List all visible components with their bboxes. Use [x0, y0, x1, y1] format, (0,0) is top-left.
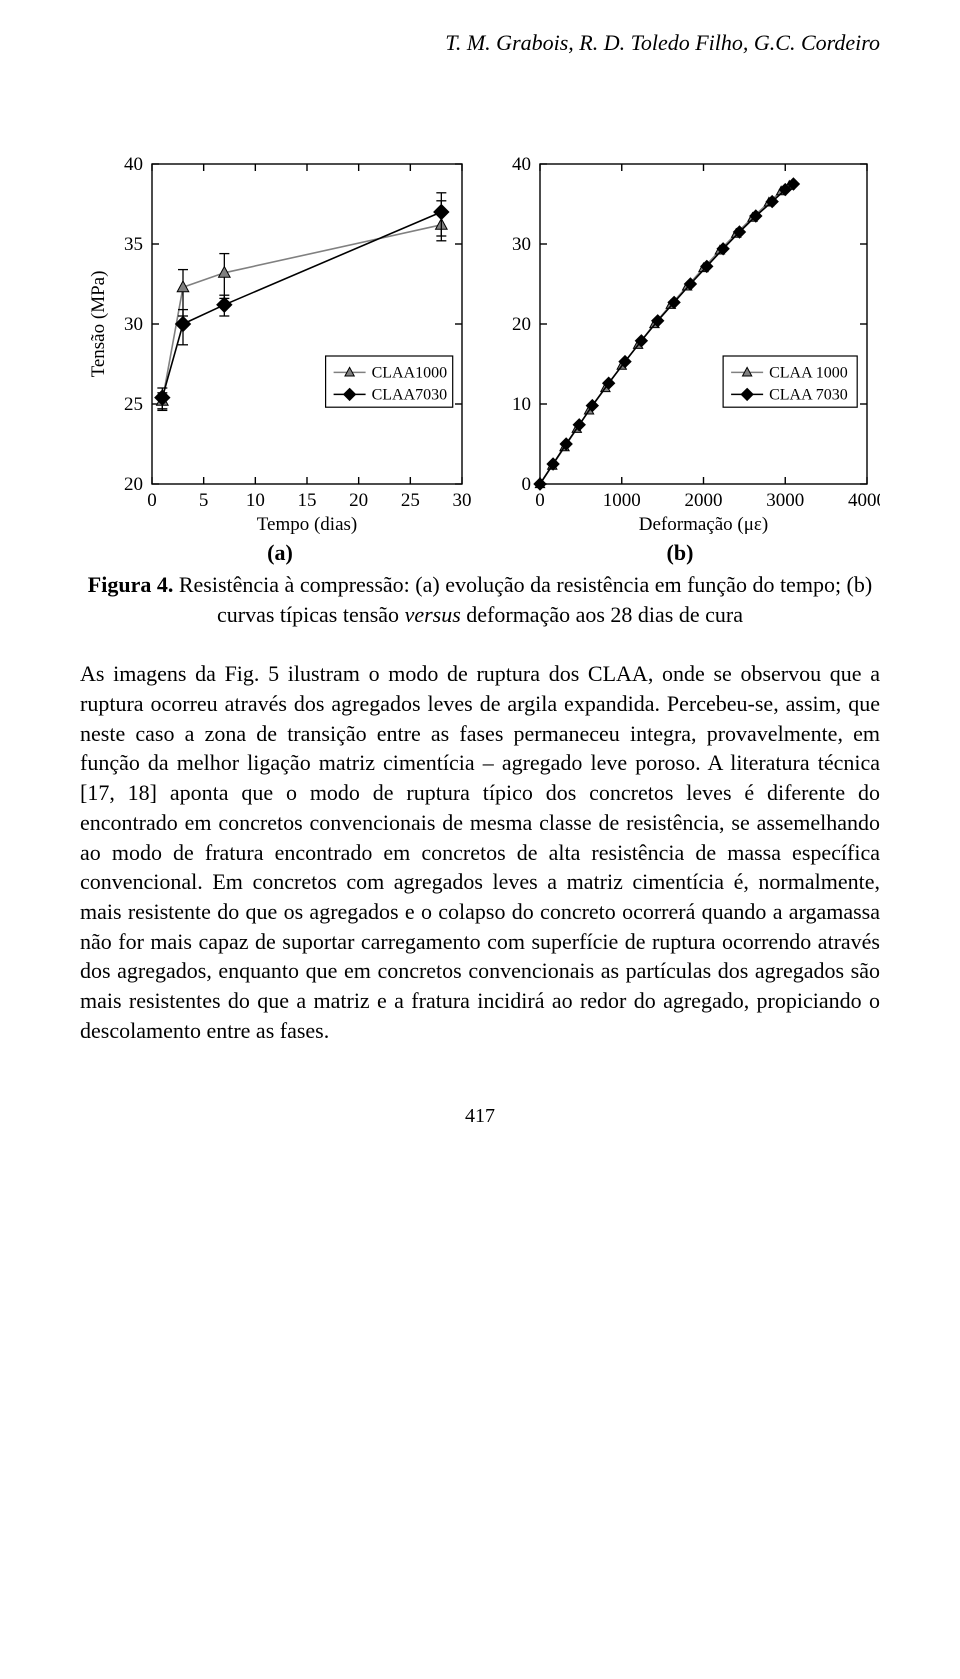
svg-text:30: 30 — [453, 490, 472, 511]
svg-text:40: 40 — [124, 154, 143, 175]
subfigure-labels: (a) (b) — [80, 540, 880, 566]
figure-caption: Figura 4. Resistência à compressão: (a) … — [80, 570, 880, 629]
charts-row: 0 5 10 15 20 25 30 20 25 30 35 40 Tempo (dias) Tensão… — [80, 146, 880, 536]
svg-text:20: 20 — [124, 474, 143, 495]
chart-a: 0 5 10 15 20 25 30 20 25 30 35 40 Tempo (dias) Tensão… — [80, 146, 475, 536]
svg-text:Tempo (dias): Tempo (dias) — [257, 514, 358, 535]
svg-text:CLAA7030: CLAA7030 — [372, 386, 448, 403]
svg-text:4000: 4000 — [848, 490, 880, 511]
label-b: (b) — [480, 540, 880, 566]
svg-text:0: 0 — [535, 490, 545, 511]
chart-b: 0 1000 2000 3000 4000 0 10 20 30 40 Deformação (με… — [485, 146, 880, 536]
caption-text-after: deformação aos 28 dias de cura — [461, 602, 743, 627]
chart-b-svg: 0 1000 2000 3000 4000 0 10 20 30 40 Deformação (με… — [485, 146, 880, 536]
label-a: (a) — [80, 540, 480, 566]
svg-text:CLAA 7030: CLAA 7030 — [769, 386, 848, 403]
svg-text:CLAA 1000: CLAA 1000 — [769, 364, 848, 381]
svg-text:2000: 2000 — [685, 490, 723, 511]
svg-text:10: 10 — [246, 490, 265, 511]
svg-text:0: 0 — [147, 490, 157, 511]
svg-text:20: 20 — [512, 314, 531, 335]
svg-text:40: 40 — [512, 154, 531, 175]
svg-text:0: 0 — [522, 474, 532, 495]
body-paragraph: As imagens da Fig. 5 ilustram o modo de … — [80, 659, 880, 1045]
svg-text:30: 30 — [512, 234, 531, 255]
svg-text:15: 15 — [298, 490, 317, 511]
svg-text:3000: 3000 — [766, 490, 804, 511]
svg-text:10: 10 — [512, 394, 531, 415]
svg-text:35: 35 — [124, 234, 143, 255]
header-authors: T. M. Grabois, R. D. Toledo Filho, G.C. … — [80, 30, 880, 56]
svg-text:1000: 1000 — [603, 490, 641, 511]
page: T. M. Grabois, R. D. Toledo Filho, G.C. … — [0, 0, 960, 1168]
chart-a-svg: 0 5 10 15 20 25 30 20 25 30 35 40 Tempo (dias) Tensão… — [80, 146, 475, 536]
svg-text:25: 25 — [124, 394, 143, 415]
svg-text:Deformação (με): Deformação (με) — [639, 514, 768, 535]
svg-text:CLAA1000: CLAA1000 — [372, 364, 448, 381]
svg-text:30: 30 — [124, 314, 143, 335]
svg-text:Tensão (MPa): Tensão (MPa) — [88, 271, 109, 378]
caption-versus: versus — [405, 602, 461, 627]
caption-fig-label: Figura 4. — [88, 572, 174, 597]
page-number: 417 — [80, 1105, 880, 1128]
svg-text:20: 20 — [349, 490, 368, 511]
svg-text:25: 25 — [401, 490, 420, 511]
svg-text:5: 5 — [199, 490, 209, 511]
